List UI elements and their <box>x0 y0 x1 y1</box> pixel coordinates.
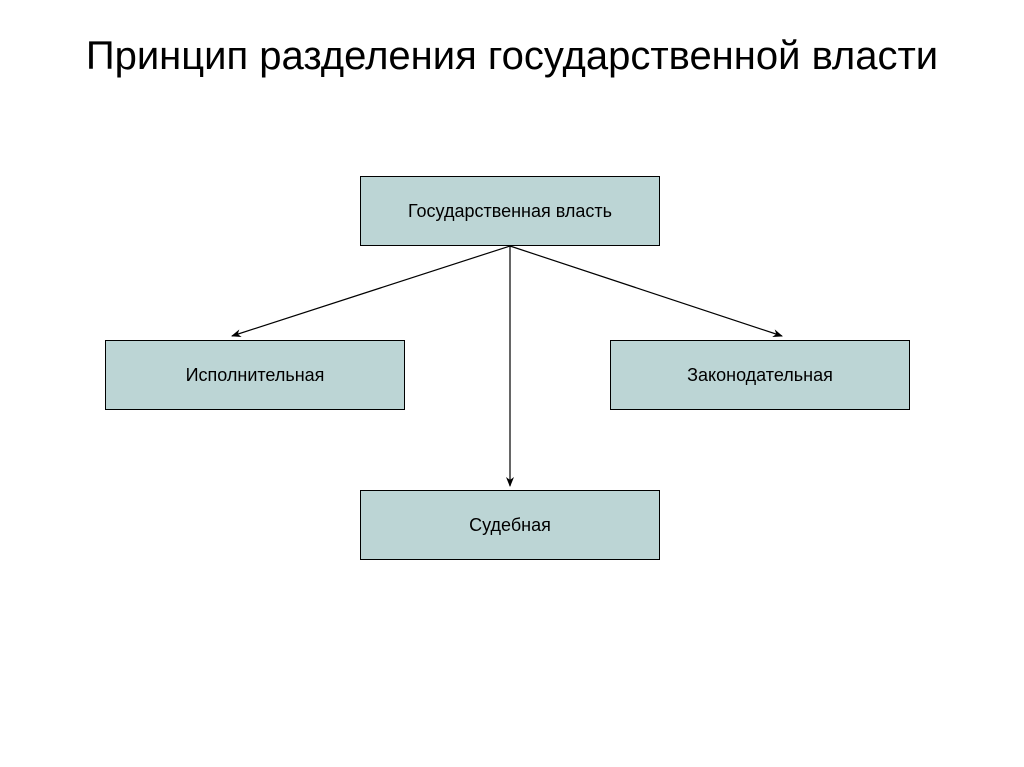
node-label: Исполнительная <box>186 365 325 386</box>
node-jud: Судебная <box>360 490 660 560</box>
edge-root-exec <box>232 246 510 336</box>
node-legis: Законодательная <box>610 340 910 410</box>
node-label: Государственная власть <box>408 201 612 222</box>
node-label: Судебная <box>469 515 551 536</box>
slide: Принцип разделения государственной власт… <box>0 0 1024 767</box>
edge-root-legis <box>510 246 782 336</box>
node-label: Законодательная <box>687 365 833 386</box>
node-exec: Исполнительная <box>105 340 405 410</box>
slide-title: Принцип разделения государственной власт… <box>0 34 1024 78</box>
node-root: Государственная власть <box>360 176 660 246</box>
